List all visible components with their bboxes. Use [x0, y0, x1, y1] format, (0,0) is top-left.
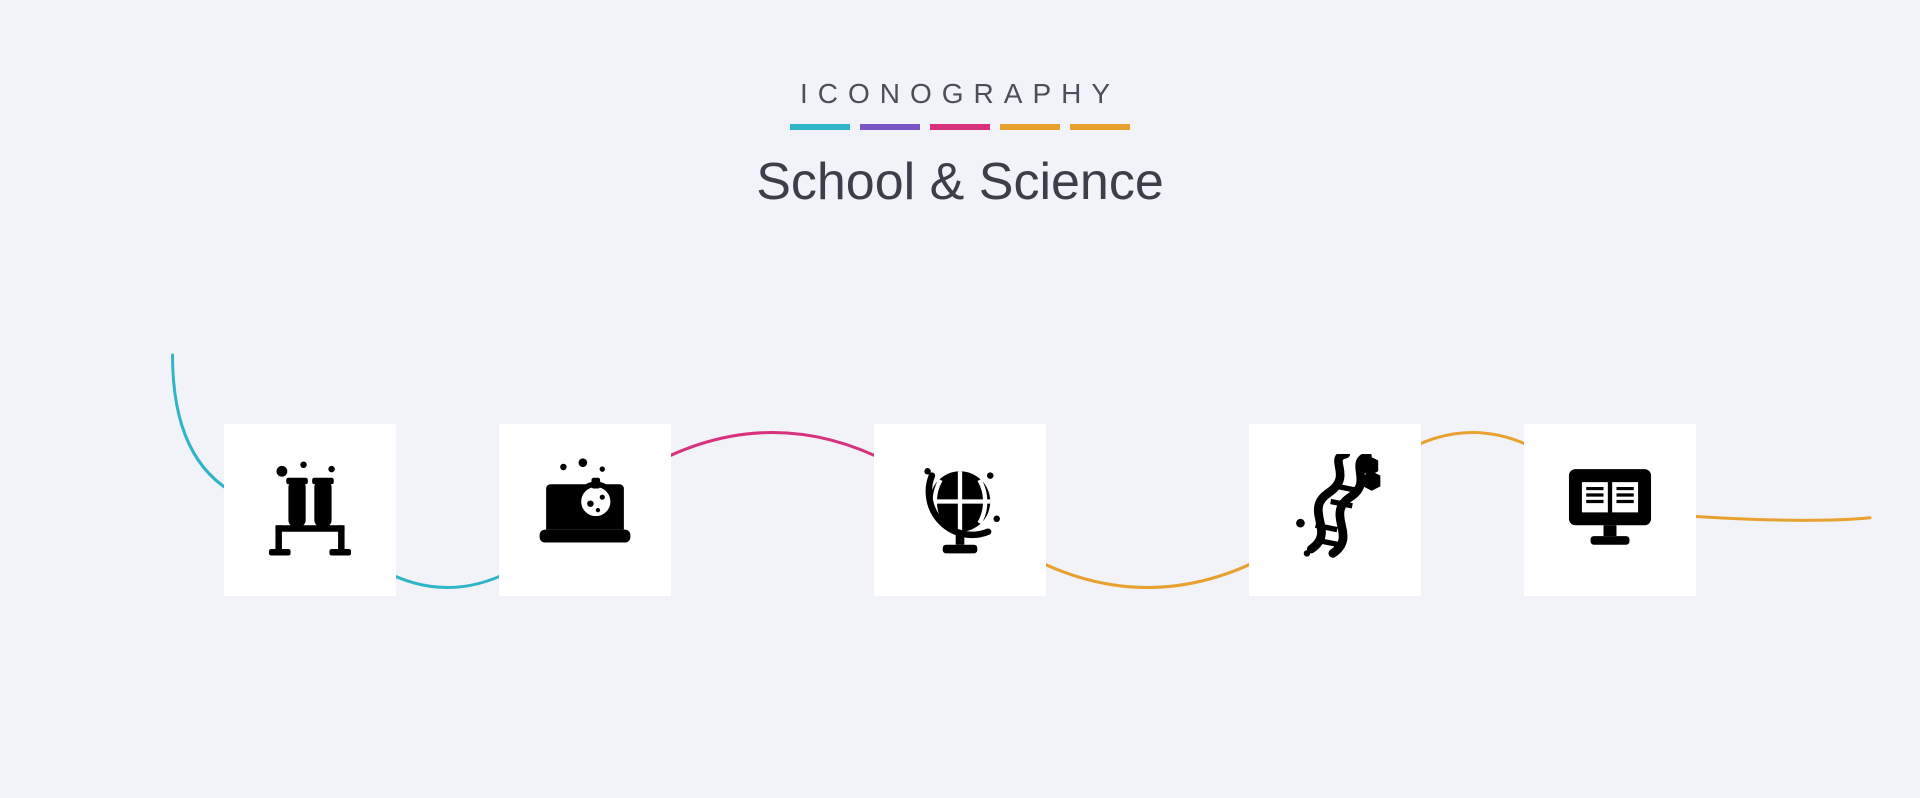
stripe-2: [930, 124, 990, 130]
tile-dna: [1249, 424, 1421, 596]
stripe-3: [1000, 124, 1060, 130]
stripe-4: [1070, 124, 1130, 130]
tile-laptop-flask: [499, 424, 671, 596]
globe-stand-icon: [906, 454, 1014, 567]
icon-stage: [0, 280, 1920, 740]
tile-test-tubes: [224, 424, 396, 596]
brand-wordmark: ICONOGRAPHY: [0, 78, 1920, 110]
tiles-layer: [0, 280, 1920, 740]
tile-globe: [874, 424, 1046, 596]
brand-stripes: [0, 124, 1920, 130]
test-tubes-icon: [256, 454, 364, 567]
monitor-book-icon: [1556, 454, 1664, 567]
tile-monitor-book: [1524, 424, 1696, 596]
pack-title: School & Science: [0, 152, 1920, 212]
laptop-flask-icon: [531, 454, 639, 567]
stripe-1: [860, 124, 920, 130]
dna-molecule-icon: [1281, 454, 1389, 567]
stripe-0: [790, 124, 850, 130]
header: ICONOGRAPHY School & Science: [0, 0, 1920, 212]
